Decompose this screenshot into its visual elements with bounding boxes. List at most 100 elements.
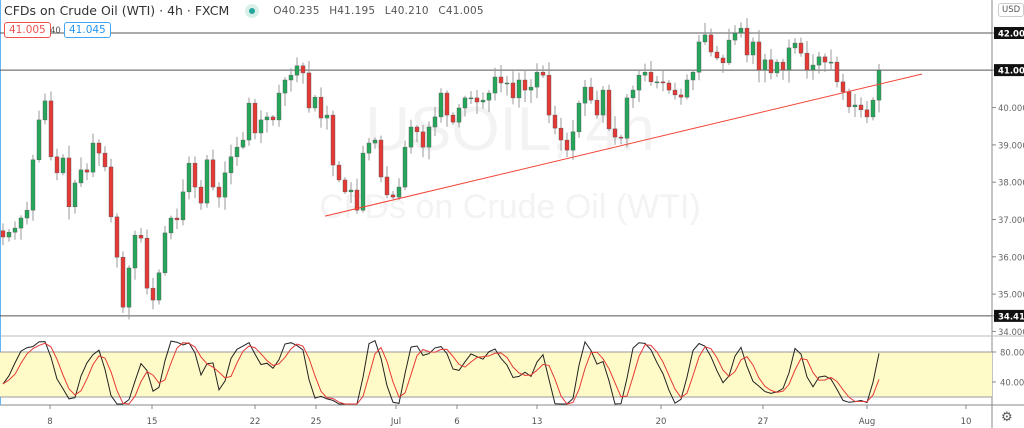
candle	[60, 154, 66, 176]
candle-body	[516, 79, 522, 99]
candle	[120, 251, 126, 313]
candle-body	[330, 114, 336, 166]
candle	[240, 131, 246, 150]
candle-body	[834, 61, 840, 83]
candle	[12, 221, 18, 240]
candle	[84, 163, 90, 181]
candle-body	[876, 69, 882, 101]
candle	[90, 133, 96, 178]
candle-body	[816, 56, 822, 66]
candle-body	[618, 136, 624, 139]
candle	[636, 69, 642, 103]
candle	[264, 112, 270, 133]
candle	[150, 277, 156, 310]
candle	[720, 54, 726, 73]
symbol-title[interactable]: CFDs on Crude Oil (WTI) · 4h · FXCM	[4, 3, 230, 18]
candle	[192, 156, 198, 199]
candle	[342, 177, 348, 194]
candle	[570, 120, 576, 161]
sell-price-button[interactable]: 41.005	[4, 22, 51, 38]
candle	[504, 75, 510, 96]
candle	[384, 166, 390, 199]
candle-body	[846, 91, 852, 108]
candle-body	[750, 41, 756, 56]
spread-value: 40	[50, 26, 61, 36]
candle-body	[198, 186, 204, 204]
candle-body	[402, 146, 408, 188]
currency-button[interactable]: USD	[998, 3, 1024, 17]
candle-body	[120, 256, 126, 308]
watermark-symbol: USOIL, 4h	[365, 95, 654, 164]
price-tick-label: 41.005	[998, 67, 1024, 77]
candle	[42, 93, 48, 125]
candle-body	[546, 74, 552, 116]
candle-body	[78, 169, 84, 184]
candle	[492, 67, 498, 101]
candle	[246, 97, 252, 146]
candle-body	[366, 142, 372, 154]
candle-body	[564, 139, 570, 151]
candle-body	[726, 39, 732, 64]
candle-body	[786, 47, 792, 71]
candle-body	[696, 41, 702, 73]
candle-body	[612, 128, 618, 138]
stoch-d-line	[2, 342, 880, 405]
candle-body	[264, 116, 270, 121]
candle	[486, 89, 492, 113]
candle	[450, 112, 456, 125]
candle-body	[252, 102, 258, 134]
candle	[732, 25, 738, 46]
time-tick-label: 10	[961, 417, 972, 427]
candle	[36, 110, 42, 163]
low-value: L40.210	[384, 4, 429, 17]
candle-body	[108, 166, 114, 218]
candle	[798, 37, 804, 57]
candle-body	[30, 159, 36, 211]
gear-icon[interactable]: ⚙	[1001, 410, 1013, 425]
price-tick-label: 40.000	[998, 104, 1024, 114]
candle	[546, 62, 552, 124]
candle	[498, 65, 504, 93]
candle	[6, 229, 12, 242]
candle	[666, 80, 672, 94]
candle	[756, 30, 762, 83]
candle	[162, 226, 168, 276]
candle-body	[36, 119, 42, 161]
candle-body	[558, 127, 564, 141]
candle-body	[684, 79, 690, 98]
candle	[822, 53, 828, 72]
candle	[276, 84, 282, 127]
candle-body	[384, 176, 390, 196]
candle	[444, 90, 450, 127]
candle	[618, 134, 624, 145]
candle	[558, 117, 564, 151]
candle-body	[576, 102, 582, 133]
candle-body	[222, 172, 228, 198]
candle-body	[168, 217, 174, 234]
candle-body	[594, 99, 600, 116]
buy-price-button[interactable]: 41.045	[64, 22, 111, 38]
candle	[612, 116, 618, 145]
candle	[156, 269, 162, 305]
candle	[510, 71, 516, 105]
candle-body	[276, 92, 282, 121]
candle-body	[270, 116, 276, 121]
candle-body	[282, 79, 288, 94]
candle	[360, 145, 366, 213]
candle	[102, 146, 108, 172]
candle-body	[714, 51, 720, 59]
candle-body	[630, 89, 636, 99]
time-tick-label: 13	[532, 417, 543, 427]
candle-body	[660, 81, 666, 84]
candle	[54, 148, 60, 181]
candle	[348, 182, 354, 204]
candle-body	[312, 96, 318, 109]
candle	[690, 69, 696, 91]
candle	[744, 18, 750, 63]
candle-body	[648, 71, 654, 83]
candle-body	[48, 100, 54, 158]
candle	[72, 179, 78, 214]
time-tick-label: 22	[250, 417, 261, 427]
candle	[408, 119, 414, 154]
